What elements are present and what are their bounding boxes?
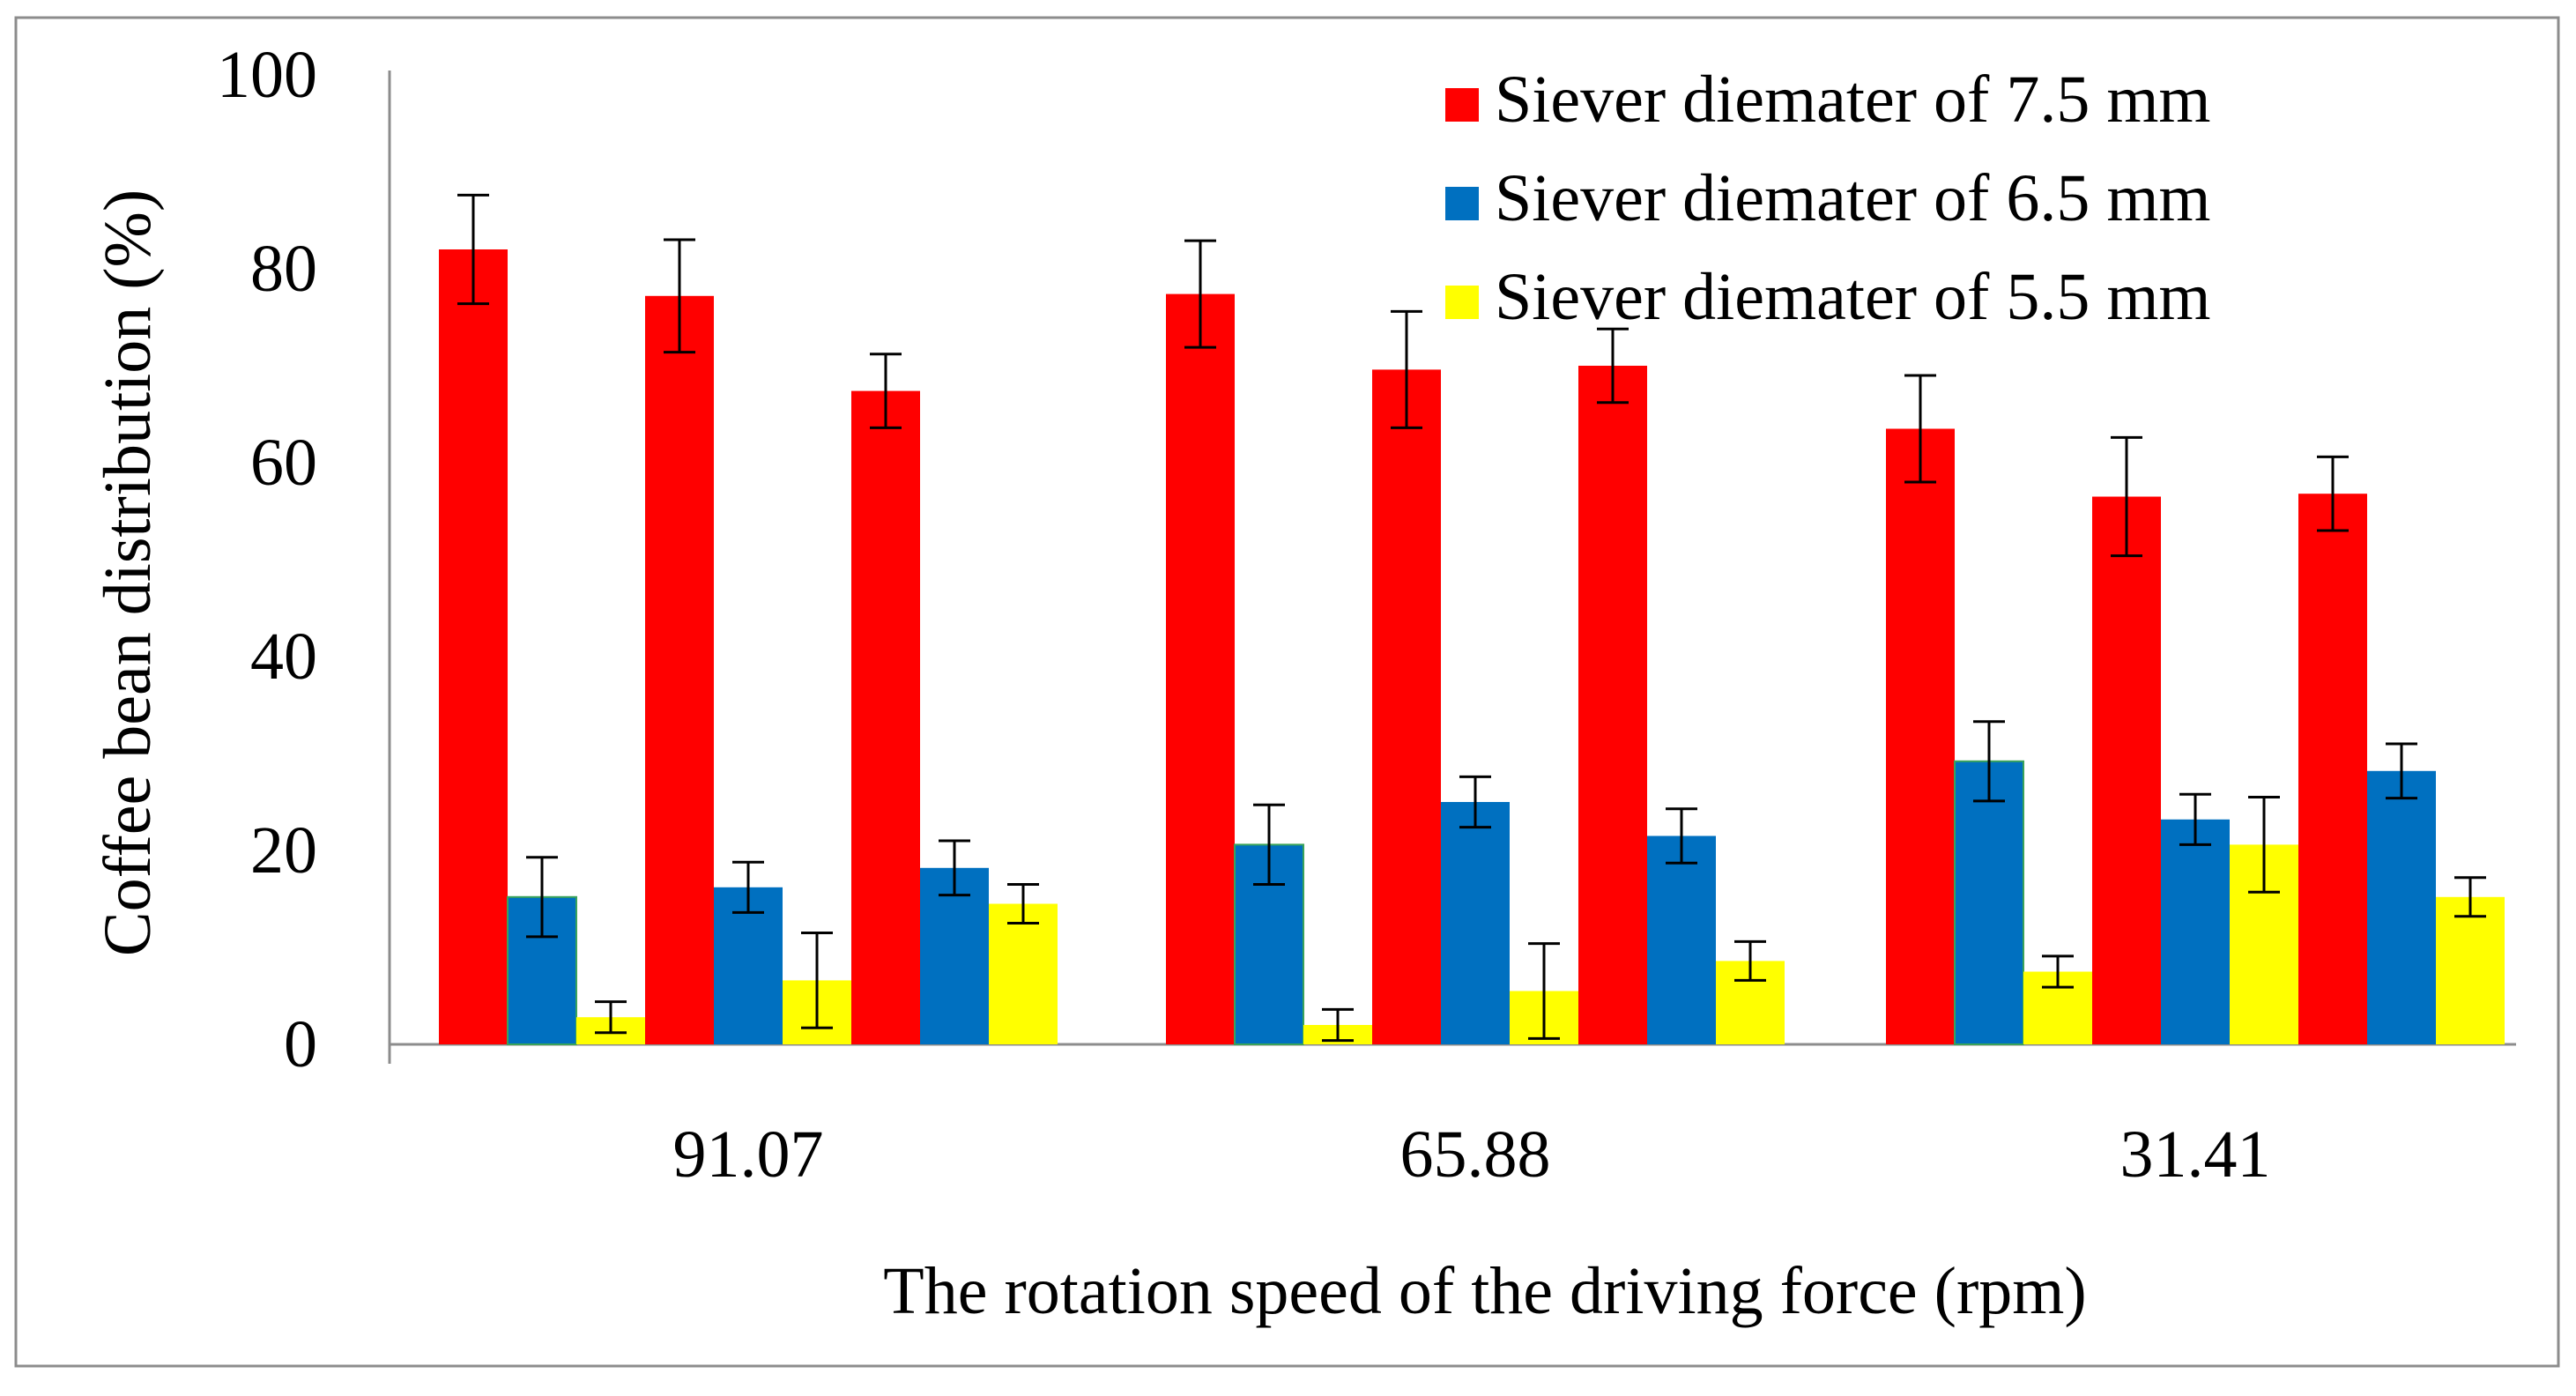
bar [989, 903, 1058, 1044]
x-category-label: 65.88 [1400, 1118, 1551, 1192]
y-tick-label: 80 [250, 232, 317, 306]
legend-swatch [1445, 187, 1479, 220]
bar [2367, 770, 2436, 1044]
y-tick-label: 40 [250, 620, 317, 694]
bar [1954, 760, 2024, 1045]
bar [507, 895, 577, 1045]
bar [1578, 366, 1647, 1044]
bar [439, 249, 508, 1044]
x-category-label: 91.07 [673, 1118, 824, 1192]
bar [2436, 896, 2505, 1044]
bar [2161, 819, 2230, 1044]
y-tick-label: 0 [284, 1007, 317, 1081]
bar [1166, 293, 1235, 1045]
bar [1372, 369, 1441, 1044]
bar [1441, 802, 1510, 1044]
legend-label: Siever diemater of 7.5 mm [1495, 63, 2211, 137]
legend-swatch [1445, 286, 1479, 319]
bar [920, 867, 989, 1044]
bar [1886, 428, 1955, 1044]
y-tick-label: 100 [217, 38, 317, 112]
legend-label: Siever diemater of 5.5 mm [1495, 260, 2211, 334]
bar [2092, 496, 2161, 1044]
y-tick-label: 60 [250, 426, 317, 500]
error-bars-group [457, 193, 2486, 1043]
legend-swatch [1445, 88, 1479, 122]
legend: Siever diemater of 7.5 mm Siever diemater… [1445, 63, 2211, 334]
bar [2298, 494, 2367, 1044]
x-axis-title: The rotation speed of the driving force … [883, 1254, 2086, 1328]
x-axis-categories: 91.07 65.88 31.41 [673, 1118, 2271, 1192]
bar [1647, 835, 1716, 1044]
y-axis-title: Coffee bean distribution (%) [91, 189, 165, 956]
y-tick-label: 20 [250, 813, 317, 887]
x-category-label: 31.41 [2120, 1118, 2271, 1192]
y-axis-ticks: 0 20 40 60 80 100 [217, 38, 317, 1081]
bar [645, 295, 714, 1044]
bar [851, 390, 920, 1045]
legend-label: Siever diemater of 6.5 mm [1495, 161, 2211, 235]
